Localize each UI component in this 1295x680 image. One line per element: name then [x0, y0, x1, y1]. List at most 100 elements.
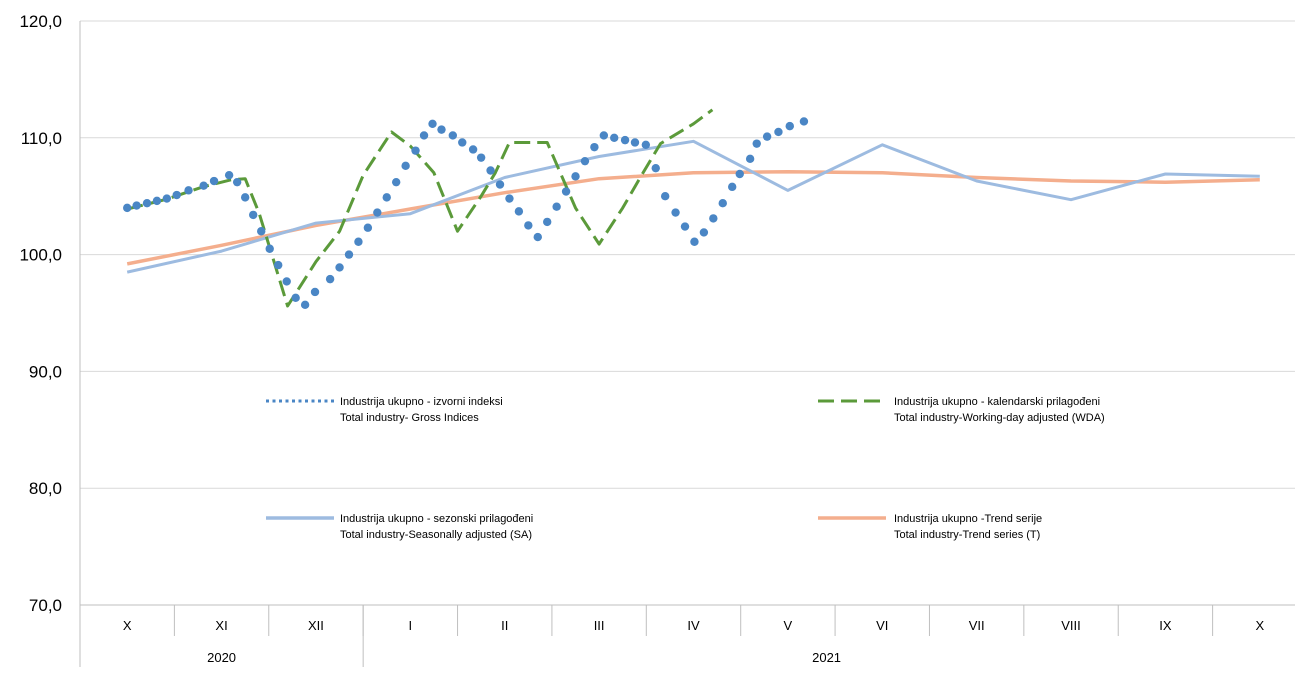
gross-index-point: [257, 227, 266, 236]
legend-label-gross-line1: Industrija ukupno - izvorni indeksi: [340, 396, 503, 408]
x-tick-label: XII: [308, 618, 324, 633]
gross-index-point: [265, 244, 274, 253]
gross-index-point: [282, 277, 291, 286]
gross-index-point: [248, 210, 258, 220]
gross-index-point: [533, 232, 542, 242]
series-line-wda: [126, 108, 714, 308]
gross-index-point: [690, 237, 699, 246]
gross-index-point: [401, 161, 410, 171]
gross-index-point: [152, 196, 162, 206]
gross-index-point: [630, 138, 640, 147]
gross-index-point: [561, 187, 571, 196]
gross-index-point: [580, 156, 590, 166]
legend-item-sa: Industrija ukupno - sezonski prilagođeni…: [266, 513, 533, 541]
y-tick-label: 90,0: [29, 362, 62, 381]
gross-index-point: [209, 176, 219, 186]
x-tick-label: X: [123, 618, 132, 633]
gross-index-point: [774, 127, 783, 137]
gross-index-point: [699, 228, 709, 237]
year-label: 2021: [812, 650, 841, 665]
gross-index-point: [660, 192, 670, 201]
gross-index-point: [300, 300, 310, 310]
gross-index-point: [428, 119, 437, 128]
gross-index-point: [468, 145, 478, 154]
x-tick-label: III: [594, 618, 605, 633]
plot-area: [122, 108, 1260, 310]
gross-index-point: [373, 208, 382, 217]
gross-index-point: [571, 172, 580, 181]
gross-index-point: [354, 237, 363, 246]
gross-index-point: [524, 221, 533, 230]
gross-index-point: [486, 166, 495, 175]
gross-index-point: [172, 190, 181, 200]
gross-index-point: [762, 132, 772, 141]
gross-index-point: [709, 214, 718, 223]
gross-index-point: [325, 274, 335, 284]
x-tick-label: XI: [215, 618, 227, 633]
legend-label-trend-line2: Total industry-Trend series (T): [894, 529, 1040, 541]
gross-index-point: [335, 263, 344, 272]
gross-index-point: [641, 140, 651, 150]
x-tick-label: VI: [876, 618, 888, 633]
gross-index-point: [745, 154, 755, 164]
gross-index-point: [671, 208, 680, 217]
gross-index-point: [514, 207, 524, 216]
gross-index-point: [437, 125, 446, 134]
gross-index-point: [199, 181, 208, 190]
gross-index-point: [505, 194, 514, 203]
legend-item-trend: Industrija ukupno -Trend serije Total in…: [818, 513, 1042, 541]
gross-index-point: [651, 163, 660, 173]
gross-index-point: [132, 201, 141, 210]
legend-label-wda-line1: Industrija ukupno - kalendarski prilagođ…: [894, 396, 1100, 408]
legend-label-wda-line2: Total industry-Working-day adjusted (WDA…: [894, 412, 1105, 424]
gross-index-point: [785, 121, 794, 131]
gross-index-point: [391, 177, 401, 187]
gross-index-point: [274, 260, 283, 270]
gross-index-point: [411, 146, 420, 155]
y-tick-label: 110,0: [21, 129, 62, 148]
legend-item-wda: Industrija ukupno - kalendarski prilagođ…: [818, 396, 1105, 424]
gross-index-point: [240, 193, 250, 202]
gross-index-point: [184, 186, 193, 195]
gross-index-point: [718, 199, 727, 208]
gross-index-point: [363, 223, 373, 232]
gross-index-point: [752, 139, 761, 148]
legend-label-sa-line2: Total industry-Seasonally adjusted (SA): [340, 529, 532, 541]
series-line-trend: [126, 169, 1260, 266]
y-axis: 120,0 110,0 100,0 90,0 80,0 70,0: [19, 12, 81, 667]
gross-index-point: [458, 138, 467, 147]
legend-label-sa-line1: Industrija ukupno - sezonski prilagođeni: [340, 513, 533, 525]
gross-index-point: [543, 217, 552, 227]
gross-index-point: [448, 131, 458, 140]
gross-index-point: [344, 250, 354, 259]
legend-item-gross: Industrija ukupno - izvorni indeksi Tota…: [266, 396, 503, 424]
y-tick-label: 80,0: [29, 479, 62, 498]
x-tick-label: II: [501, 618, 508, 633]
gross-index-point: [162, 194, 172, 203]
x-tick-label: IX: [1159, 618, 1172, 633]
y-tick-label: 120,0: [19, 12, 62, 31]
gross-index-point: [620, 135, 630, 145]
series-line-sa: [126, 139, 1260, 274]
legend-label-gross-line2: Total industry- Gross Indices: [340, 412, 479, 424]
gross-index-point: [419, 131, 429, 140]
y-tick-label: 100,0: [19, 246, 62, 265]
year-label: 2020: [207, 650, 236, 665]
gross-index-point: [224, 170, 234, 180]
x-tick-label: V: [784, 618, 793, 633]
gross-index-point: [735, 169, 744, 179]
gross-index-point: [552, 202, 561, 211]
legend: Industrija ukupno - izvorni indeksi Tota…: [266, 396, 1105, 541]
gross-index-point: [122, 203, 132, 213]
gross-index-point: [382, 193, 391, 202]
gross-index-point: [610, 133, 619, 142]
gross-index-point: [599, 131, 609, 140]
x-tick-label: VIII: [1061, 618, 1081, 633]
gross-index-point: [142, 199, 152, 208]
x-tick-label: VII: [969, 618, 985, 633]
y-tick-label: 70,0: [29, 596, 62, 615]
legend-label-trend-line1: Industrija ukupno -Trend serije: [894, 513, 1042, 525]
